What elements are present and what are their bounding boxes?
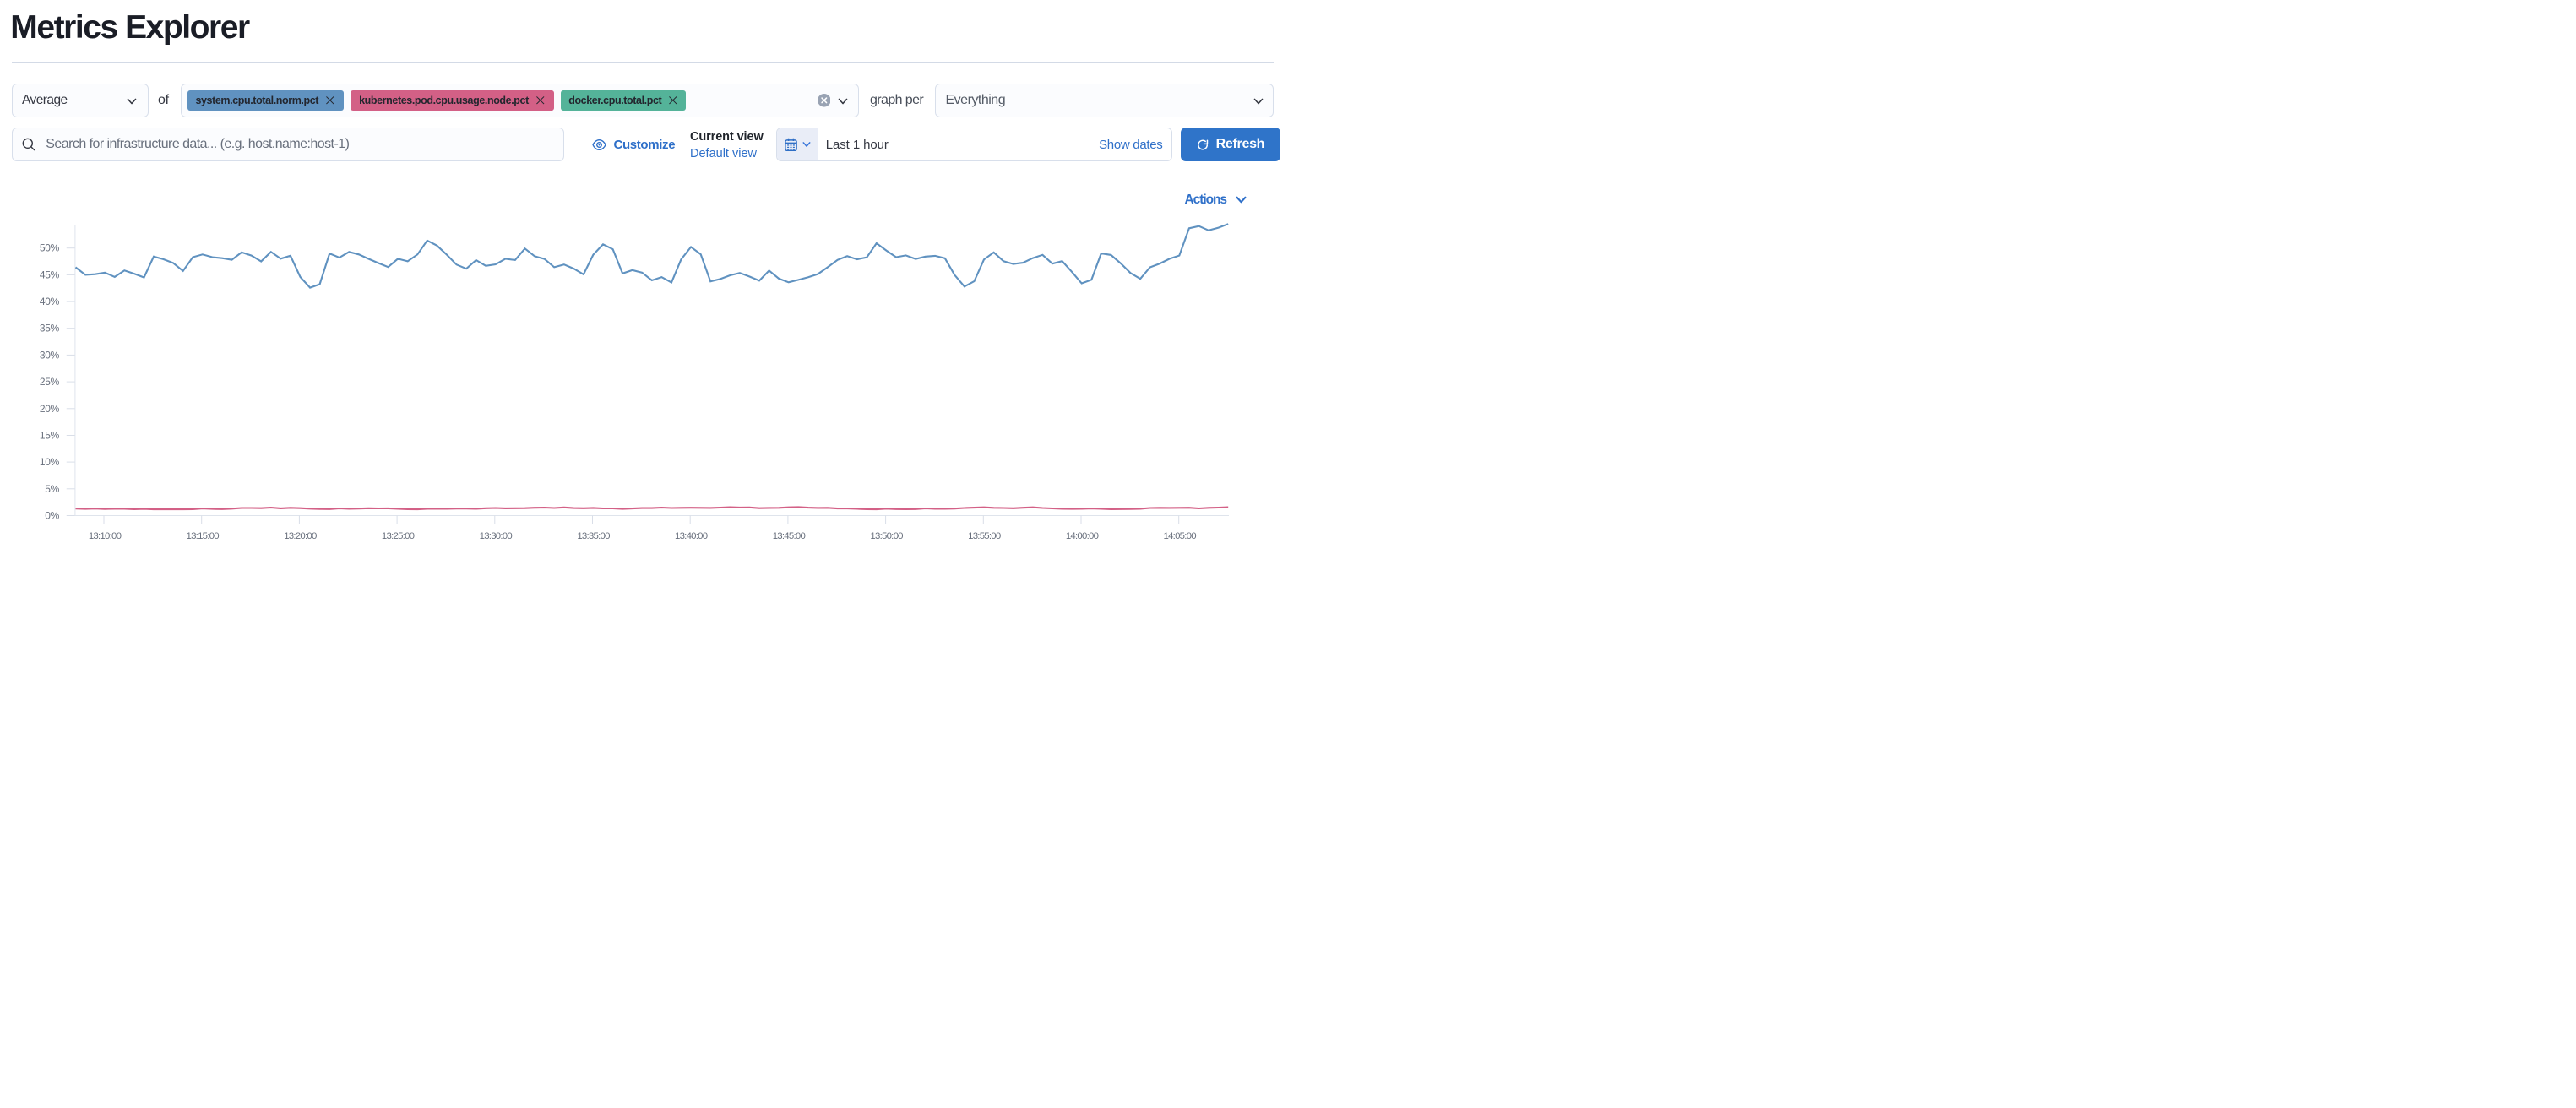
- svg-text:40%: 40%: [40, 296, 60, 307]
- svg-text:35%: 35%: [40, 323, 60, 334]
- svg-text:10%: 10%: [40, 456, 60, 468]
- svg-text:13:55:00: 13:55:00: [968, 531, 1001, 541]
- svg-text:13:20:00: 13:20:00: [284, 531, 317, 541]
- svg-text:5%: 5%: [45, 483, 59, 495]
- svg-text:45%: 45%: [40, 269, 60, 280]
- svg-text:13:15:00: 13:15:00: [187, 531, 220, 541]
- svg-text:13:10:00: 13:10:00: [89, 531, 122, 541]
- svg-text:25%: 25%: [40, 376, 60, 388]
- svg-text:0%: 0%: [45, 510, 59, 522]
- svg-text:20%: 20%: [40, 403, 60, 415]
- svg-text:13:40:00: 13:40:00: [675, 531, 708, 541]
- svg-text:13:25:00: 13:25:00: [382, 531, 415, 541]
- svg-text:13:35:00: 13:35:00: [577, 531, 610, 541]
- svg-text:13:30:00: 13:30:00: [480, 531, 513, 541]
- svg-text:14:00:00: 14:00:00: [1066, 531, 1099, 541]
- svg-text:14:05:00: 14:05:00: [1164, 531, 1197, 541]
- svg-text:50%: 50%: [40, 242, 60, 254]
- svg-text:13:45:00: 13:45:00: [773, 531, 806, 541]
- svg-text:30%: 30%: [40, 349, 60, 361]
- svg-text:13:50:00: 13:50:00: [870, 531, 903, 541]
- svg-text:15%: 15%: [40, 430, 60, 442]
